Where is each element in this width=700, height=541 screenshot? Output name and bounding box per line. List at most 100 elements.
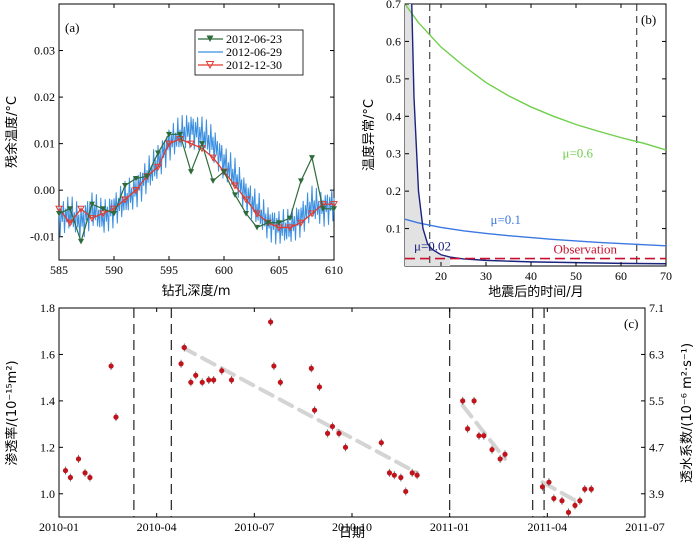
series-2012-06-23-marker: [67, 206, 73, 212]
series-2012-12-30-marker: [66, 219, 74, 227]
panel-b-xtick-label: 50: [570, 269, 582, 283]
panel-a-xtick-label: 595: [160, 263, 178, 277]
panel-c-point: [308, 365, 314, 371]
series-2012-06-23-marker: [166, 131, 172, 138]
panel-c-point: [67, 474, 73, 481]
panel-c-xtick-label: 2010-10: [332, 520, 372, 534]
series-2012-12-30-marker: [121, 196, 129, 204]
series-2012-06-23-marker: [320, 206, 326, 212]
curve-mu-0-02: [411, 3, 667, 265]
panel-c-point: [460, 398, 466, 404]
panel-b-xtick-label: 40: [525, 269, 537, 283]
series-2012-06-23-marker: [111, 210, 117, 217]
panel-b-shaded-region: [405, 4, 450, 266]
panel-c-label: (c): [624, 316, 638, 331]
series-2012-12-30-marker: [231, 182, 239, 190]
panel-c-point: [398, 474, 404, 481]
panel-c-point: [206, 377, 212, 383]
panel-c-point: [409, 470, 415, 476]
panel-c-point: [268, 319, 274, 325]
panel-c-point: [219, 368, 225, 374]
panel-c-point: [391, 472, 397, 478]
panel-c-ytick-label: 1.6: [40, 347, 55, 361]
legend-marker-s3: [205, 61, 215, 70]
series-2012-12-30-marker: [154, 163, 162, 171]
series-2012-06-23-marker: [243, 210, 249, 217]
panel-c-point: [476, 433, 482, 439]
series-2012-12-30-marker: [308, 210, 316, 218]
panel-c-point: [502, 451, 508, 457]
series-2012-12-30-marker: [77, 205, 85, 213]
panel-b-ylabel: 温度异常/°C: [361, 99, 377, 171]
panel-c-point: [336, 430, 342, 436]
series-2012-06-23-marker: [100, 206, 106, 212]
series-2012-06-23-marker: [144, 173, 150, 180]
series-2012-12-30-marker: [55, 205, 63, 213]
panel-c-ytick-label: 1.0: [40, 487, 55, 501]
panel-c-point: [342, 444, 349, 450]
panel-b-ytick-label: 0.7: [386, 0, 401, 11]
panel-b-label: (b): [641, 12, 656, 27]
legend-label-s2: 2012-06-29: [226, 45, 282, 59]
panel-c-point: [464, 426, 471, 432]
panel-b-xtick-label: 20: [435, 269, 447, 283]
panel-a-xtick-label: 605: [270, 263, 288, 277]
legend-marker-s1: [206, 35, 214, 42]
panel-c-point: [193, 372, 199, 378]
panel-c: 2010-01 2010-04 2010-07 2010-10 2011-01 2011-…: [4, 301, 695, 541]
panel-b-ytick-label: 0.6: [386, 34, 401, 48]
panel-c-ytick-right-label: 3.9: [649, 487, 664, 501]
panel-c-point: [75, 456, 82, 462]
panel-c-ytick-right-label: 4.7: [649, 440, 664, 454]
panel-a-legend: 2012-06-23 2012-06-29 2012-12-30: [194, 29, 304, 76]
panel-b-xlabel: 地震后的时间/月: [488, 284, 583, 300]
panel-a-ytick-label: -0.01: [30, 230, 55, 244]
series-2012-06-23-marker: [232, 192, 238, 198]
panel-a-ytick-label: 0.01: [34, 137, 55, 151]
panel-c-point: [572, 502, 578, 508]
panel-a-xtick-label: 610: [325, 263, 343, 277]
panel-c-point: [559, 498, 565, 504]
panel-c-point: [497, 456, 503, 462]
panel-c-point: [188, 379, 194, 385]
series-2012-06-23-marker: [133, 176, 139, 182]
series-2012-06-23-marker: [78, 238, 84, 245]
annotation-mu-0-02: μ=0.02: [414, 238, 451, 253]
panel-b-xtick-label: 60: [615, 269, 627, 283]
panel-b-ytick-label: 0.4: [386, 109, 401, 123]
panel-b-ytick-label: 0.1: [386, 222, 401, 236]
panel-b-xtick-label: 70: [660, 269, 672, 283]
panel-b-axes-frame: [404, 3, 667, 267]
panel-c-point: [211, 377, 217, 383]
panel-c-point: [414, 472, 420, 478]
panel-a-xtick-label: 600: [215, 263, 233, 277]
series-2012-06-23-marker: [199, 141, 205, 147]
panel-c-xtick-label: 2010-07: [234, 520, 274, 534]
series-2012-06-23-marker: [287, 215, 293, 222]
curve-mu-0-1: [404, 218, 667, 247]
series-2012-06-23-marker: [177, 131, 183, 138]
panel-c-point: [316, 384, 323, 390]
panel-c-point: [489, 447, 495, 453]
curve-mu-0-6: [404, 3, 667, 151]
annotation-observation: Observation: [554, 242, 618, 257]
panel-c-ytick-right-label: 5.5: [649, 394, 664, 408]
series-2012-06-23-marker: [276, 220, 282, 226]
panel-c-point: [228, 377, 235, 383]
panel-c-point: [199, 379, 205, 385]
panel-c-ytick-label: 1.4: [40, 394, 55, 408]
panel-c-point: [539, 484, 546, 490]
panel-c-point: [277, 379, 283, 385]
panel-c-axes-frame: [58, 307, 646, 518]
panel-c-xtick-label: 2010-04: [137, 520, 177, 534]
series-2012-06-23-marker: [122, 183, 128, 189]
series-2012-12-30-marker: [165, 140, 173, 148]
series-2012-06-23-marker: [56, 210, 62, 217]
series-2012-12-30-marker: [242, 196, 250, 204]
series-2012-06-23-marker: [210, 178, 216, 184]
series-2012-12-30-marker: [330, 201, 338, 209]
series-2012-12-30-marker: [209, 154, 217, 162]
series-2012-06-23-marker: [298, 178, 304, 184]
panel-c-xtick-label: 2011-04: [528, 520, 568, 534]
series-2012-12-30-marker: [88, 215, 96, 223]
